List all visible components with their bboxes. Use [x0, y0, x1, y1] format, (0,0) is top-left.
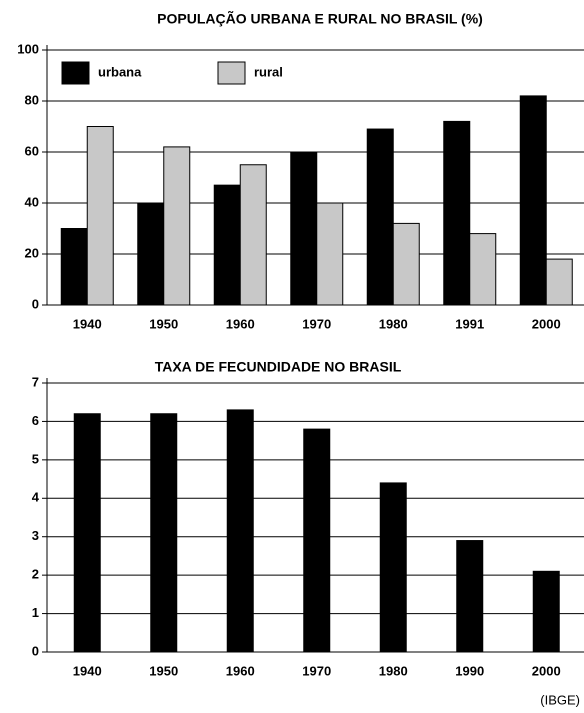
- y-tick-label: 60: [25, 143, 39, 158]
- legend-swatch: [61, 61, 90, 85]
- bar: [239, 164, 267, 306]
- bar: [532, 570, 560, 653]
- y-tick-label: 3: [32, 528, 39, 543]
- chart-title: TAXA DE FECUNDIDADE NO BRASIL: [155, 359, 402, 375]
- x-tick-label: 1960: [226, 663, 255, 678]
- y-tick-label: 0: [32, 296, 39, 311]
- x-tick-label: 2000: [532, 663, 561, 678]
- y-tick-label: 20: [25, 245, 39, 260]
- y-tick-label: 6: [32, 413, 39, 428]
- y-tick-label: 5: [32, 451, 39, 466]
- x-tick-label: 1940: [73, 663, 102, 678]
- chart-title: POPULAÇÃO URBANA E RURAL NO BRASIL (%): [157, 10, 483, 27]
- bar: [469, 233, 497, 306]
- bar: [316, 202, 344, 306]
- y-tick-label: 100: [17, 41, 39, 56]
- bar: [290, 151, 318, 306]
- x-tick-label: 2000: [532, 316, 561, 331]
- bar: [137, 202, 165, 306]
- bar: [392, 222, 420, 306]
- y-tick-label: 40: [25, 194, 39, 209]
- bar: [163, 146, 191, 306]
- y-tick-label: 4: [32, 490, 40, 505]
- legend-label: rural: [254, 64, 283, 79]
- bar: [443, 120, 471, 306]
- y-tick-label: 2: [32, 567, 39, 582]
- bar: [379, 482, 407, 653]
- bar: [226, 409, 254, 653]
- x-tick-label: 1960: [226, 316, 255, 331]
- bar: [150, 413, 178, 653]
- legend-label: urbana: [98, 64, 142, 79]
- x-tick-label: 1950: [149, 663, 178, 678]
- bar: [456, 540, 484, 653]
- x-tick-label: 1950: [149, 316, 178, 331]
- bar: [213, 184, 241, 306]
- x-tick-label: 1980: [379, 663, 408, 678]
- legend-swatch: [217, 61, 246, 85]
- y-tick-label: 1: [32, 605, 39, 620]
- bar: [366, 128, 394, 306]
- bar: [519, 95, 547, 306]
- y-tick-label: 0: [32, 643, 39, 658]
- y-tick-label: 7: [32, 374, 39, 389]
- bar: [545, 258, 573, 306]
- x-tick-label: 1970: [302, 316, 331, 331]
- y-tick-label: 80: [25, 92, 39, 107]
- bar: [303, 428, 331, 653]
- x-tick-label: 1980: [379, 316, 408, 331]
- source: (IBGE): [540, 692, 580, 707]
- bar: [86, 126, 114, 306]
- x-tick-label: 1940: [73, 316, 102, 331]
- x-tick-label: 1990: [455, 663, 484, 678]
- bar: [60, 228, 88, 306]
- x-tick-label: 1970: [302, 663, 331, 678]
- bar: [73, 413, 101, 653]
- x-tick-label: 1991: [455, 316, 484, 331]
